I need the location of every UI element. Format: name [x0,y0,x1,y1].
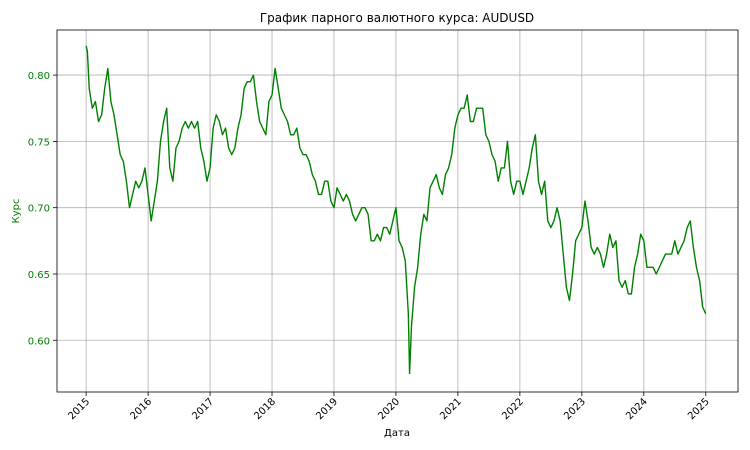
x-tick-label: 2024 [624,396,650,422]
x-tick-label: 2021 [438,396,464,422]
x-tick-label: 2015 [66,396,92,422]
x-tick-label: 2018 [252,396,278,422]
y-tick-label: 0.75 [28,137,50,148]
y-axis-label: Курс [11,199,22,224]
y-tick-label: 0.65 [28,270,50,281]
x-tick-label: 2016 [128,396,154,422]
plot-frame [56,29,739,393]
x-tick-label: 2019 [314,396,340,422]
x-tick-label: 2020 [376,396,402,422]
x-axis-label: Дата [384,428,410,439]
chart-title: График парного валютного курса: AUDUSD [260,11,534,25]
y-tick-label: 0.80 [28,71,50,82]
y-tick-label: 0.60 [28,336,50,347]
price-line [85,45,707,375]
x-tick-label: 2023 [562,396,588,422]
x-tick-label: 2025 [686,396,712,422]
x-tick-label: 2022 [500,396,526,422]
x-tick-label: 2017 [190,396,216,422]
y-tick-label: 0.70 [28,204,50,215]
